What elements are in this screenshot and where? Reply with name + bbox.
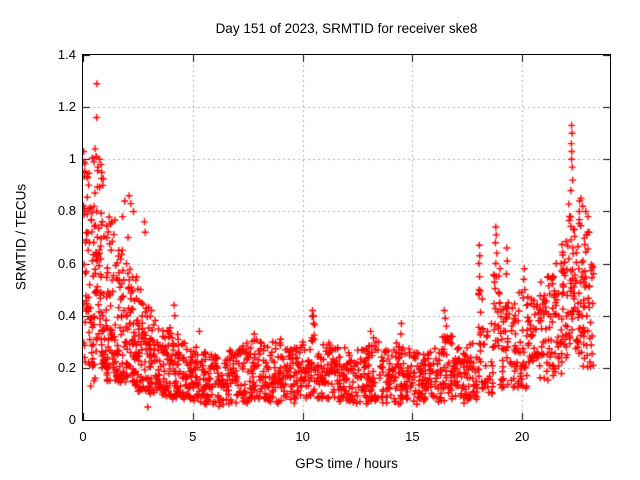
y-axis-label: SRMTID / TECUs bbox=[13, 183, 29, 291]
x-tick-label: 0 bbox=[79, 429, 87, 444]
x-tick-label: 10 bbox=[295, 429, 310, 444]
y-tick-label: 0.8 bbox=[57, 203, 76, 219]
x-tick-label: 20 bbox=[514, 429, 530, 444]
x-tick-label: 15 bbox=[405, 429, 420, 444]
y-tick-label: 1.2 bbox=[57, 99, 76, 115]
y-tick-label: 0.6 bbox=[57, 255, 76, 271]
plot-canvas bbox=[83, 55, 610, 420]
y-tick-label: 0.2 bbox=[57, 359, 76, 375]
y-tick-label: 1.4 bbox=[57, 47, 76, 62]
chart-title: Day 151 of 2023, SRMTID for receiver ske… bbox=[215, 21, 478, 36]
x-axis-label: GPS time / hours bbox=[295, 456, 398, 471]
plot-area bbox=[82, 54, 611, 421]
y-tick-label: 0.4 bbox=[57, 307, 76, 323]
y-tick-label: 0 bbox=[68, 412, 76, 427]
x-tick-label: 5 bbox=[189, 429, 197, 444]
y-tick-label: 1 bbox=[68, 151, 76, 167]
